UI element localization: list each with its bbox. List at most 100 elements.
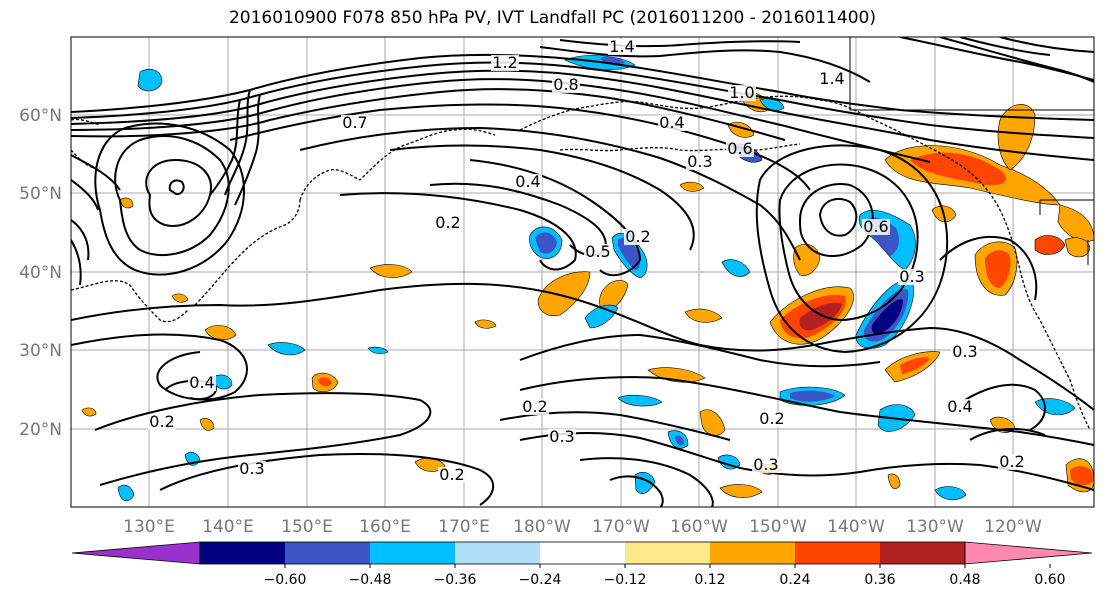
contour-label: 1.4 xyxy=(609,37,634,56)
colorbar-tick-label: 0.12 xyxy=(694,572,725,588)
map-title: 2016010900 F078 850 hPa PV, IVT Landfall… xyxy=(228,8,876,28)
border-lines xyxy=(849,37,1094,265)
lat-label: 60°N xyxy=(19,106,62,126)
contour-label-bg xyxy=(438,467,466,483)
contour-label-bg xyxy=(728,85,756,101)
lat-label: 20°N xyxy=(19,420,62,440)
contour-label-bg xyxy=(946,399,974,415)
contour-label: 0.4 xyxy=(515,172,540,191)
contour-label: 0.2 xyxy=(149,412,174,431)
colorbar-ticks: −0.60 −0.48 −0.36 −0.24 −0.12 0.12 0.24 0.36 0.4… xyxy=(264,564,1066,588)
contour-label-bg xyxy=(491,55,519,71)
contour-label-bg xyxy=(818,71,846,87)
lat-label: 30°N xyxy=(19,341,62,361)
lat-label: 50°N xyxy=(19,184,62,204)
contour-label: 1.2 xyxy=(492,53,517,72)
contour-label-bg xyxy=(584,244,612,260)
contour-label-bg xyxy=(341,115,369,131)
contour-label: 0.2 xyxy=(999,452,1024,471)
contour-label-bg xyxy=(548,429,576,445)
contour-label: 0.2 xyxy=(759,409,784,428)
lon-label: 140°W xyxy=(827,517,885,537)
lon-label: 150°W xyxy=(749,517,807,537)
colorbar-segment xyxy=(540,542,625,564)
colorbar-segment xyxy=(880,542,965,564)
contour-label: 0.3 xyxy=(952,342,977,361)
lon-label: 120°W xyxy=(984,517,1042,537)
contour-label-bg xyxy=(658,115,686,131)
lat-label: 40°N xyxy=(19,263,62,283)
lon-label: 170°W xyxy=(592,517,650,537)
colorbar-tick-label: −0.12 xyxy=(604,572,647,588)
contour-label-bg xyxy=(148,414,176,430)
colorbar-segment xyxy=(625,542,710,564)
colorbar-tick-label: 0.48 xyxy=(949,572,980,588)
contour-label-bg xyxy=(514,174,542,190)
map-gridlines xyxy=(71,37,1094,507)
contour-label-bg xyxy=(686,154,714,170)
contour-label-bg xyxy=(188,375,216,391)
contour-label: 0.4 xyxy=(189,373,214,392)
contour-label: 0.3 xyxy=(753,455,778,474)
contour-label: 0.2 xyxy=(625,227,650,246)
contour-label-bg xyxy=(862,219,890,235)
contour-label-bg xyxy=(608,39,636,55)
coastlines xyxy=(71,95,1091,431)
colorbar-tick-label: −0.24 xyxy=(519,572,562,588)
latitude-labels: 60°N 50°N 40°N 30°N 20°N xyxy=(19,106,62,440)
colorbar-segment xyxy=(455,542,540,564)
contour-label: 0.2 xyxy=(435,213,460,232)
lon-label: 170°E xyxy=(438,517,490,537)
contour-label: 0.6 xyxy=(727,139,752,158)
lon-label: 180°W xyxy=(513,517,571,537)
colorbar-tick-label: −0.36 xyxy=(434,572,477,588)
contour-label-bg xyxy=(758,411,786,427)
colorbar-extend-max xyxy=(964,541,1093,565)
colorbar xyxy=(71,541,1093,565)
contour-label: 0.6 xyxy=(863,217,888,236)
contour-label-bg xyxy=(434,215,462,231)
contour-label: 0.2 xyxy=(522,397,547,416)
lon-label: 160°W xyxy=(670,517,728,537)
colorbar-segment xyxy=(200,542,285,564)
contour-label-bg xyxy=(521,399,549,415)
contour-label: 0.7 xyxy=(342,113,367,132)
colorbar-tick-label: 0.36 xyxy=(864,572,895,588)
contour-label: 0.3 xyxy=(239,459,264,478)
colorbar-tick-label: −0.48 xyxy=(349,572,392,588)
contour-label: 0.5 xyxy=(585,242,610,261)
colorbar-tick-label: −0.60 xyxy=(264,572,307,588)
colorbar-segment xyxy=(370,542,455,564)
contour-label-bg xyxy=(726,141,754,157)
contour-label: 1.4 xyxy=(819,69,844,88)
colorbar-segment xyxy=(795,542,880,564)
longitude-labels: 130°E 140°E 150°E 160°E 170°E 180°W 170°W 160°W… xyxy=(123,517,1042,537)
contour-label: 0.3 xyxy=(899,267,924,286)
contour-label: 0.2 xyxy=(439,465,464,484)
contour-label-bg xyxy=(624,229,652,245)
colorbar-outline xyxy=(199,541,966,565)
colorbar-segment xyxy=(710,542,795,564)
contour-label-bg xyxy=(998,454,1026,470)
lon-label: 150°E xyxy=(281,517,333,537)
contour-label: 0.4 xyxy=(947,397,972,416)
contour-label: 1.0 xyxy=(729,83,754,102)
colorbar-tick-label: 0.24 xyxy=(779,572,810,588)
contour-label: 0.4 xyxy=(659,113,684,132)
contour-label-bg xyxy=(898,269,926,285)
lon-label: 160°E xyxy=(359,517,411,537)
lon-label: 130°W xyxy=(906,517,964,537)
colorbar-extend-min xyxy=(71,541,201,565)
contour-label-bg xyxy=(238,461,266,477)
colorbar-tick-label: 0.60 xyxy=(1034,572,1065,588)
contour-label: 0.3 xyxy=(687,152,712,171)
contour-label-bg xyxy=(552,77,580,93)
contour-label-bg xyxy=(951,344,979,360)
lon-label: 140°E xyxy=(202,517,254,537)
contour-label-bg xyxy=(752,457,780,473)
colorbar-segment xyxy=(285,542,370,564)
contour-labels: 1.4 1.2 0.8 1.0 1.4 0.7 0.4 0.6 0.3 0.4 0.2 0.5 0.2 0… xyxy=(148,37,1026,484)
lon-label: 130°E xyxy=(123,517,175,537)
contour-label: 0.8 xyxy=(553,75,578,94)
